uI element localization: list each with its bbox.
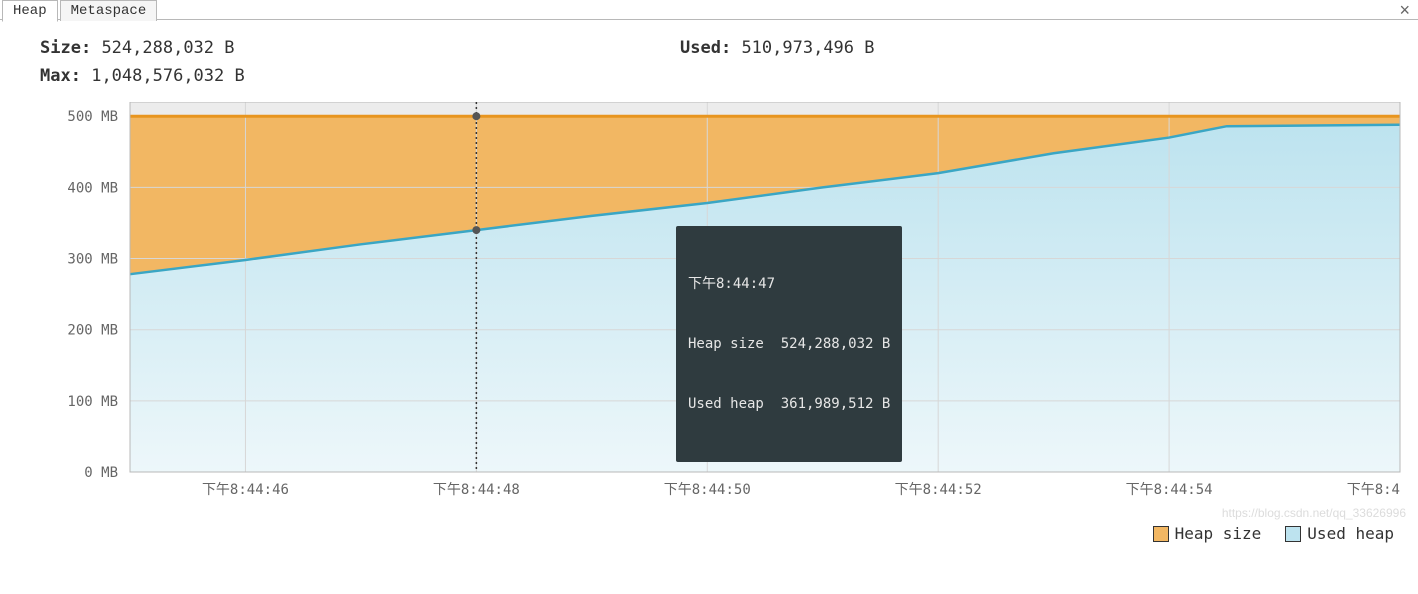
legend-swatch (1153, 526, 1169, 542)
svg-text:500 MB: 500 MB (67, 109, 118, 125)
tab-label: Metaspace (71, 3, 147, 19)
max-label: Max: (40, 66, 81, 86)
svg-text:300 MB: 300 MB (67, 252, 118, 268)
tab-heap[interactable]: Heap (2, 0, 58, 22)
svg-text:下午8:44:48: 下午8:44:48 (433, 482, 520, 498)
tab-label: Heap (13, 3, 47, 19)
close-icon[interactable]: × (1399, 0, 1410, 21)
tab-metaspace[interactable]: Metaspace (60, 0, 158, 21)
svg-text:0 MB: 0 MB (84, 465, 118, 481)
legend-item-heap-size[interactable]: Heap size (1153, 524, 1262, 543)
svg-text:下午8:44:46: 下午8:44:46 (202, 482, 289, 498)
svg-text:下午8:44:52: 下午8:44:52 (895, 482, 982, 498)
used-label: Used: (680, 38, 731, 58)
svg-text:100 MB: 100 MB (67, 394, 118, 410)
svg-text:下午8:4: 下午8:4 (1347, 482, 1400, 498)
svg-text:200 MB: 200 MB (67, 323, 118, 339)
used-value: 510,973,496 B (741, 38, 874, 58)
size-row: Size: 524,288,032 B (40, 38, 680, 58)
legend-swatch (1285, 526, 1301, 542)
svg-text:400 MB: 400 MB (67, 180, 118, 196)
chart-legend: Heap size Used heap (0, 522, 1418, 543)
memory-info-bar: Size: 524,288,032 B Max: 1,048,576,032 B… (0, 20, 1418, 98)
heap-chart[interactable]: 0 MB 100 MB 200 MB 300 MB 400 MB 500 MB 下午8:44… (0, 102, 1418, 522)
svg-text:下午8:44:50: 下午8:44:50 (664, 482, 751, 498)
tabs-bar: Heap Metaspace × (0, 0, 1418, 20)
size-label: Size: (40, 38, 91, 58)
chart-svg: 0 MB 100 MB 200 MB 300 MB 400 MB 500 MB 下午8:44… (0, 102, 1418, 522)
legend-label: Heap size (1175, 524, 1262, 543)
legend-label: Used heap (1307, 524, 1394, 543)
max-value: 1,048,576,032 B (91, 66, 245, 86)
svg-text:下午8:44:54: 下午8:44:54 (1126, 482, 1213, 498)
max-row: Max: 1,048,576,032 B (40, 66, 680, 86)
used-row: Used: 510,973,496 B (680, 38, 1378, 58)
size-value: 524,288,032 B (101, 38, 234, 58)
legend-item-used-heap[interactable]: Used heap (1285, 524, 1394, 543)
